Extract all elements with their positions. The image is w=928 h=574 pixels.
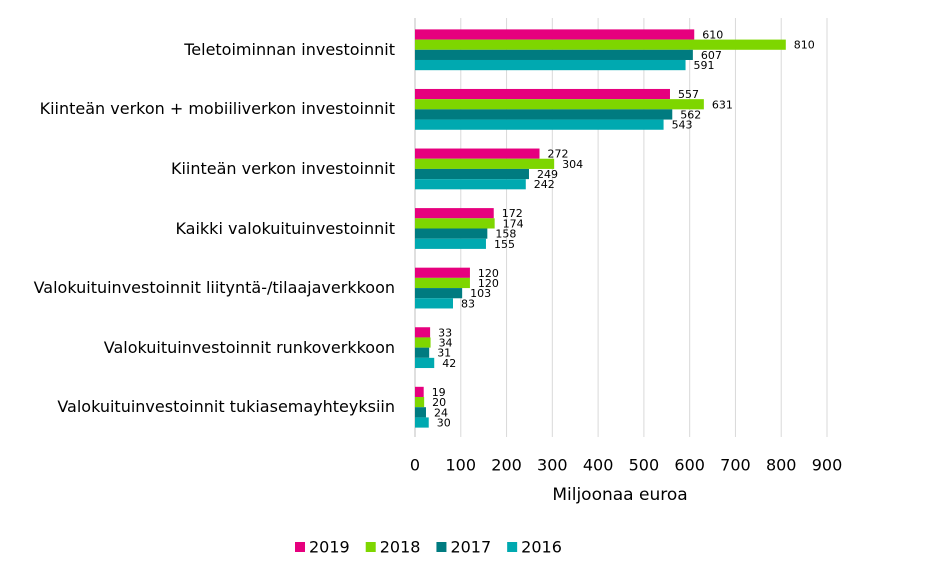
y-tick-label: Kiinteän verkon + mobiiliverkon investoi… [39,99,395,119]
value-label: 42 [442,357,456,370]
legend-swatch [507,542,518,552]
x-axis-label: Miljoonaa euroa [552,485,687,505]
value-label: 304 [562,158,583,171]
bar [415,218,495,229]
x-tick-label: 500 [629,456,660,475]
value-label: 120 [478,277,499,290]
x-tick-label: 400 [583,456,614,475]
value-label: 610 [702,28,723,41]
y-tick-label: Teletoiminnan investoinnit [184,39,395,59]
bar [415,288,463,299]
x-tick-label: 0 [410,456,420,475]
bar [415,179,526,190]
value-label: 103 [470,287,491,300]
bar [415,407,426,418]
value-label: 33 [438,326,452,339]
value-label: 174 [503,217,524,230]
y-tick-label: Kiinteän verkon investoinnit [170,158,395,178]
bar [415,327,431,338]
value-label: 30 [437,417,451,430]
x-tick-label: 700 [720,456,751,475]
value-label: 155 [494,238,515,251]
bar [415,168,529,180]
x-tick-label: 200 [491,456,522,475]
legend-label: 2017 [450,538,491,557]
bar [415,238,486,249]
bar [415,49,693,60]
value-label: 562 [680,108,701,121]
value-label: 249 [537,168,558,181]
value-label: 158 [495,228,516,241]
x-tick-label: 900 [812,456,843,475]
bar [415,357,435,369]
bar [415,397,425,408]
bar [415,148,540,159]
legend-swatch [295,542,305,552]
x-tick-label: 800 [766,456,797,475]
value-label: 172 [502,207,523,220]
bar [415,298,453,309]
bar [415,88,670,100]
value-label: 607 [701,49,722,62]
y-tick-label: Valokuituinvestoinnit liityntä-/tilaajav… [33,278,395,298]
bar [415,228,488,239]
value-label: 557 [678,88,699,101]
legend-swatch [436,542,447,552]
y-tick-label: Valokuituinvestoinnit tukiasemayhteyksii… [57,397,395,417]
bar [415,337,431,348]
bar [415,99,704,110]
value-label: 120 [478,267,499,280]
value-label: 34 [439,337,453,350]
bar [415,29,695,40]
x-tick-label: 600 [674,456,705,475]
value-label: 810 [794,39,815,52]
value-label: 83 [461,297,475,310]
value-label: 20 [432,396,446,409]
value-label: 631 [712,98,733,111]
x-tick-label: 100 [446,456,477,475]
legend-swatch [365,542,376,552]
value-label: 543 [672,119,693,132]
value-label: 24 [434,406,448,419]
bar [415,39,786,50]
legend-label: 2016 [521,538,562,557]
y-tick-label: Kaikki valokuituinvestoinnit [175,218,395,238]
value-label: 31 [437,347,451,360]
bar [415,267,470,278]
legend-label: 2018 [380,538,421,557]
x-tick-label: 300 [537,456,568,475]
bar [415,347,430,358]
value-label: 19 [432,386,446,399]
bar [415,208,494,219]
value-label: 242 [534,178,555,191]
bar [415,109,673,120]
bar [415,59,686,71]
legend-label: 2019 [309,538,350,557]
bar [415,158,555,169]
bar [415,119,664,130]
y-tick-label: Valokuituinvestoinnit runkoverkkoon [103,337,395,357]
value-label: 272 [548,148,569,161]
value-label: 591 [694,59,715,72]
bar [415,417,429,428]
bar [415,277,470,289]
bar [415,386,424,398]
